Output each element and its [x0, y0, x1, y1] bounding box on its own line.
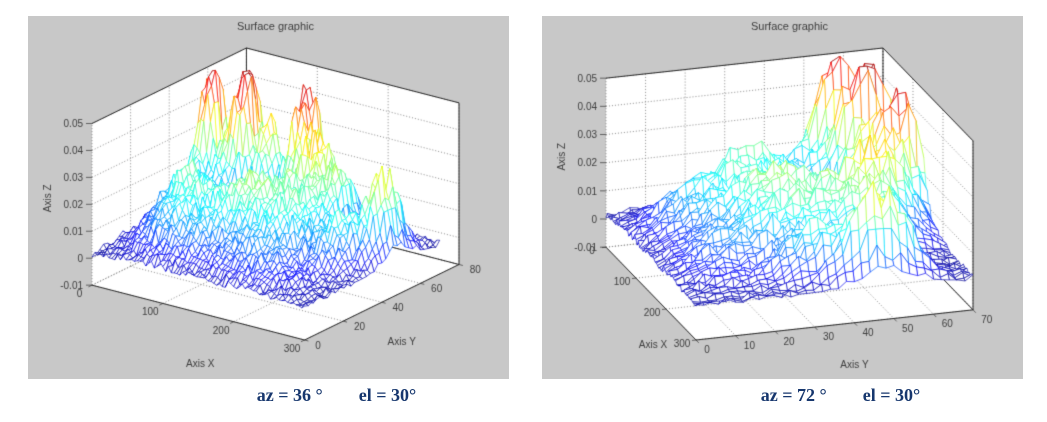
elevation-value-right: el = 30°: [862, 385, 921, 405]
elevation-value-left: el = 30°: [358, 385, 417, 405]
azimuth-value-right: az = 72 °: [760, 385, 827, 405]
caption-left: az = 36 ° el = 30°: [96, 385, 577, 406]
surface-plot-canvas-right: [542, 16, 1023, 379]
surface-plot-canvas-left: [28, 16, 509, 379]
azimuth-value-left: az = 36 °: [256, 385, 323, 405]
caption-right: az = 72 ° el = 30°: [600, 385, 1047, 406]
surface-plot-panel-left: [28, 16, 509, 379]
surface-plot-panel-right: [542, 16, 1023, 379]
